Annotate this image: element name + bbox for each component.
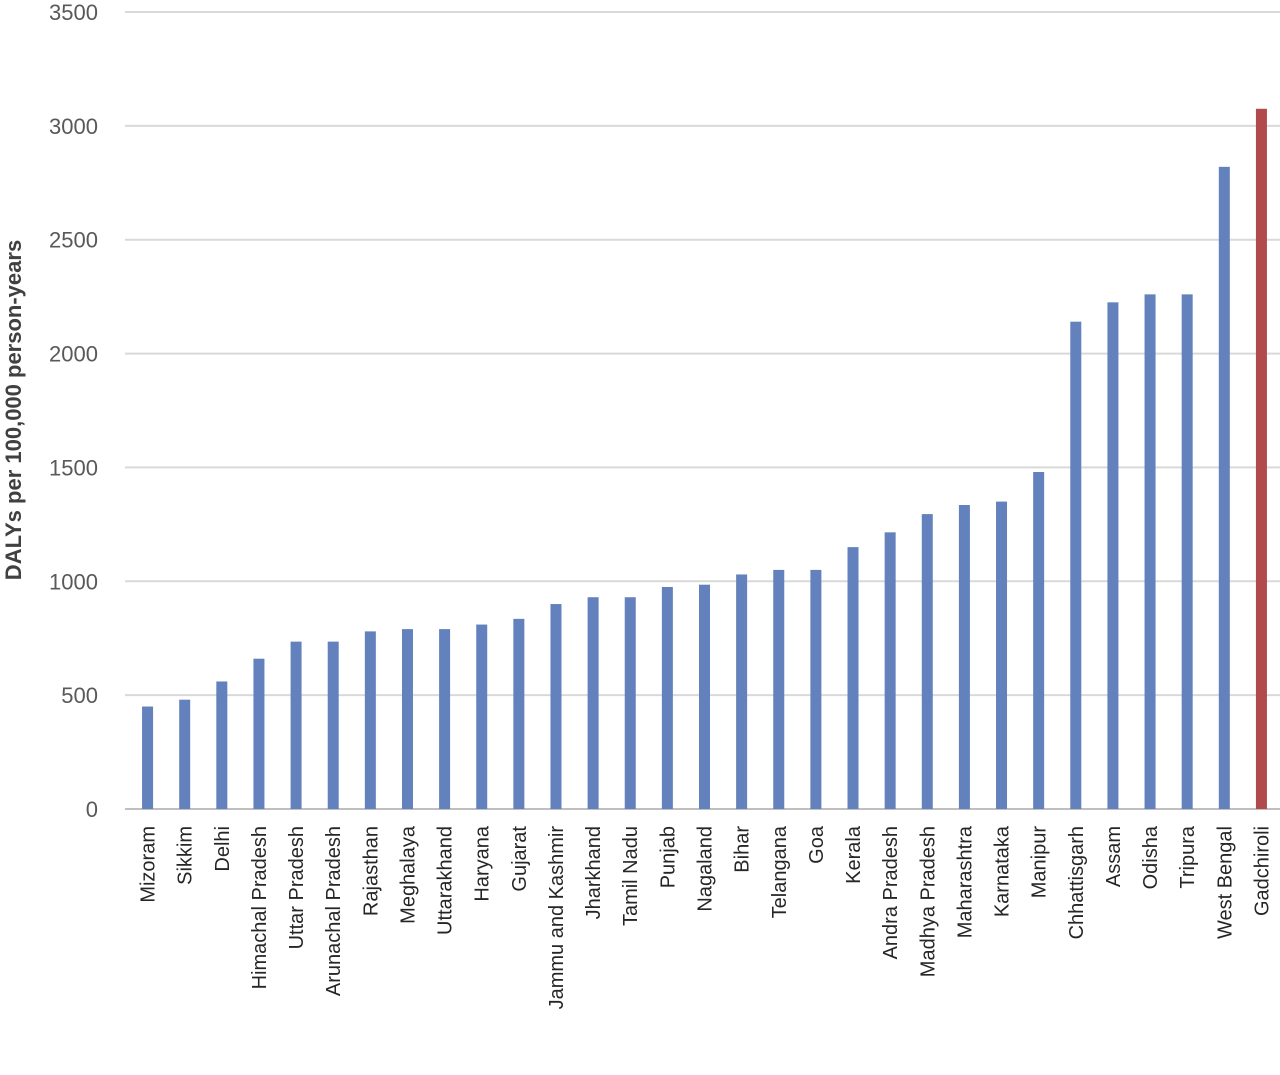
bar <box>1256 109 1267 809</box>
bar <box>439 629 450 809</box>
x-tick-label: Chhattisgarh <box>1066 826 1088 939</box>
bar <box>625 597 636 809</box>
bar <box>550 604 561 809</box>
bar <box>588 597 599 809</box>
x-tick-label: Rajasthan <box>360 826 382 916</box>
x-tick-label: Manipur <box>1029 826 1051 899</box>
bar <box>848 547 859 809</box>
y-tick-label: 3500 <box>49 0 98 25</box>
y-axis-ticks: 0 500 1000 1500 2000 2500 3000 3500 <box>49 0 98 822</box>
bar <box>513 619 524 809</box>
x-tick-label: Meghalaya <box>397 825 419 924</box>
bar <box>142 707 153 809</box>
y-tick-label: 3000 <box>49 114 98 139</box>
x-tick-label: Jharkhand <box>583 826 605 919</box>
x-tick-label: Uttarakhand <box>435 826 457 935</box>
bar <box>253 659 264 809</box>
bar <box>476 625 487 809</box>
bar <box>1145 294 1156 809</box>
x-tick-label: Goa <box>806 825 828 864</box>
x-tick-label: Punjab <box>657 826 679 888</box>
bar <box>1219 167 1230 809</box>
bar <box>328 642 339 809</box>
x-tick-label: Arunachal Pradesh <box>323 826 345 996</box>
x-tick-label: Sikkim <box>175 826 197 885</box>
y-tick-label: 1500 <box>49 455 98 480</box>
bar <box>662 587 673 809</box>
x-tick-label: Telangana <box>769 825 791 918</box>
y-axis-label: DALYs per 100,000 person-years <box>1 240 26 580</box>
bar <box>810 570 821 809</box>
x-tick-label: Nagaland <box>695 826 717 912</box>
bar <box>1182 294 1193 809</box>
x-tick-label: Kerala <box>843 825 865 884</box>
y-tick-label: 0 <box>86 797 98 822</box>
x-axis-category-labels: Mizoram Sikkim Delhi Himachal Pradesh Uttar … <box>138 825 1274 1009</box>
x-tick-label: Tripura <box>1177 825 1199 888</box>
x-tick-label: Tamil Nadu <box>620 826 642 926</box>
y-tick-label: 500 <box>61 683 98 708</box>
x-tick-label: Maharashtra <box>954 825 976 938</box>
bar <box>1107 302 1118 809</box>
x-tick-label: Delhi <box>212 826 234 872</box>
bar <box>922 514 933 809</box>
bar <box>699 585 710 809</box>
bar <box>959 505 970 809</box>
bar <box>402 629 413 809</box>
bar <box>736 574 747 809</box>
x-tick-label: Odisha <box>1140 825 1162 889</box>
x-tick-label: Himachal Pradesh <box>249 826 271 989</box>
bar <box>179 700 190 809</box>
bars <box>142 109 1267 809</box>
y-tick-label: 1000 <box>49 569 98 594</box>
bar <box>773 570 784 809</box>
x-tick-label: Andra Pradesh <box>880 826 902 959</box>
x-tick-label: West Bengal <box>1214 826 1236 939</box>
x-tick-label: Haryana <box>472 825 494 901</box>
bar <box>365 631 376 809</box>
x-tick-label: Bihar <box>732 826 754 873</box>
x-tick-label: Jammu and Kashmir <box>546 826 568 1010</box>
x-tick-label: Assam <box>1103 826 1125 887</box>
x-tick-label: Madhya Pradesh <box>917 826 939 977</box>
x-tick-label: Gujarat <box>509 826 531 892</box>
bar <box>1033 472 1044 809</box>
bar <box>996 502 1007 809</box>
bar <box>1070 322 1081 809</box>
x-tick-label: Uttar Pradesh <box>286 826 308 949</box>
bar <box>216 681 227 809</box>
bar <box>885 532 896 809</box>
x-tick-label: Mizoram <box>138 826 160 903</box>
x-tick-label: Karnataka <box>992 825 1014 917</box>
x-tick-label: Gadchiroli <box>1251 826 1273 916</box>
y-tick-label: 2500 <box>49 228 98 253</box>
bar <box>291 642 302 809</box>
y-tick-label: 2000 <box>49 342 98 367</box>
